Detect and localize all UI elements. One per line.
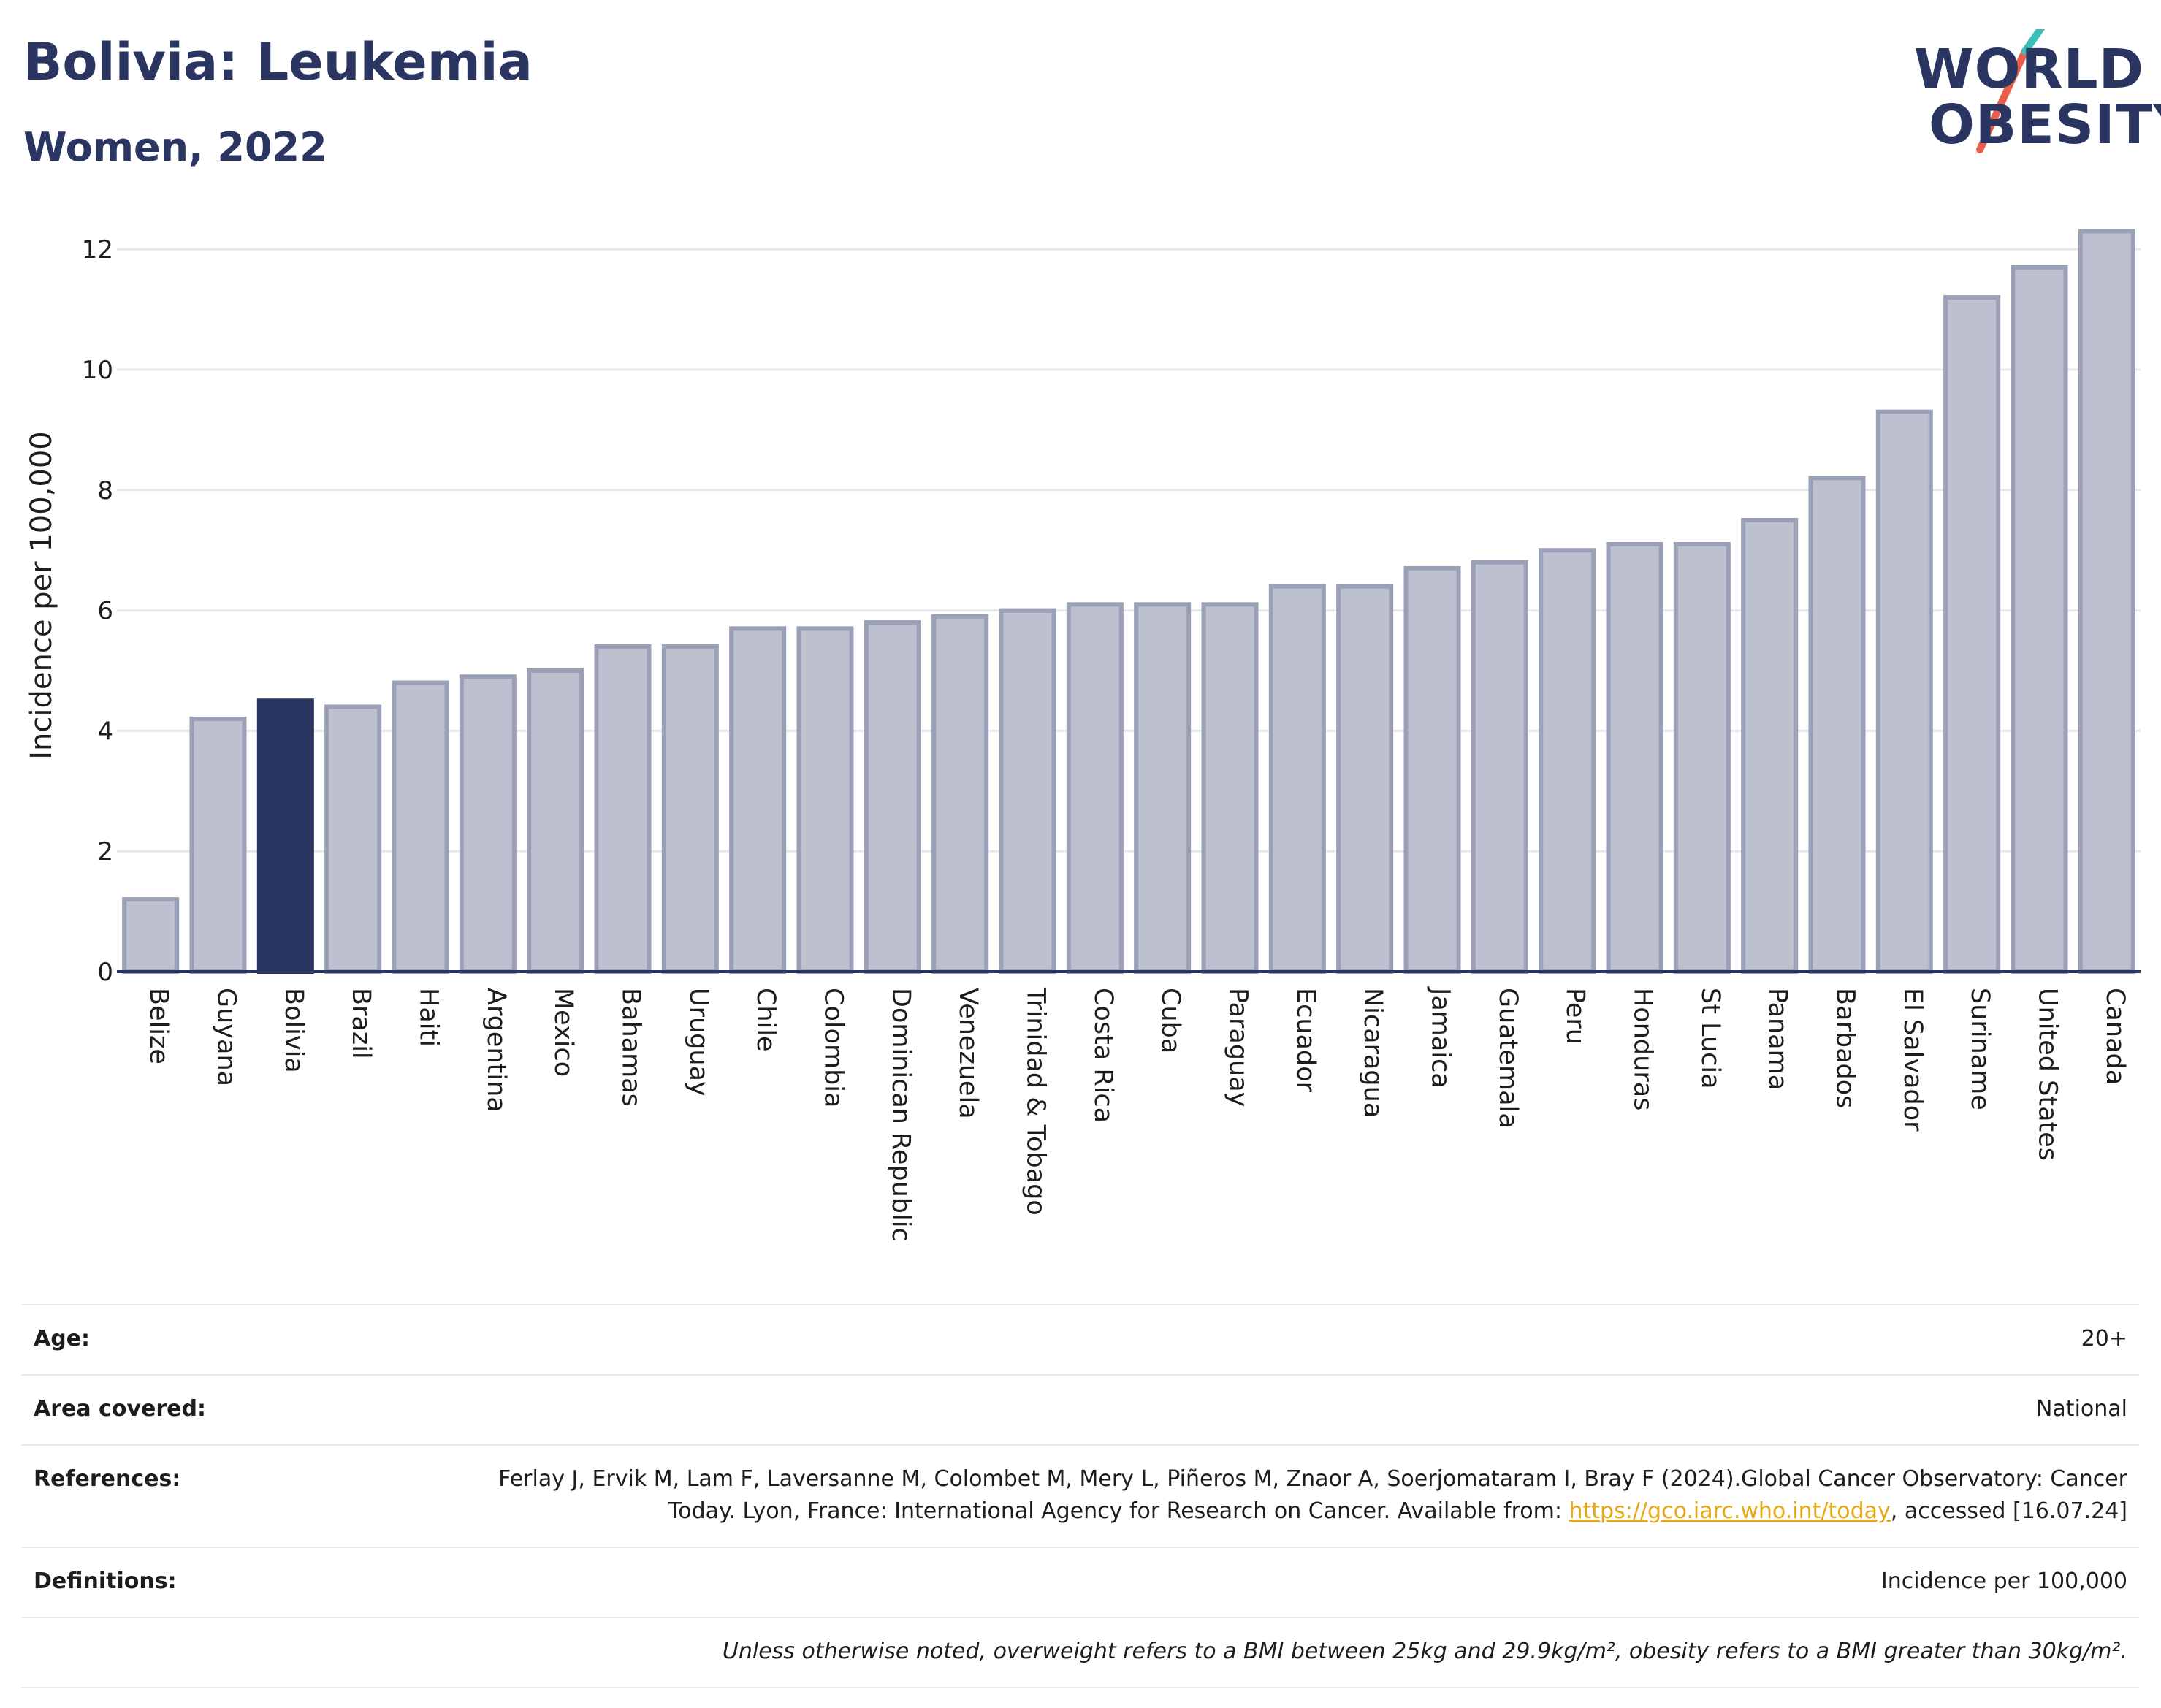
x-tick-label: Costa Rica: [1089, 988, 1118, 1123]
x-tick-label: Barbados: [1831, 988, 1860, 1108]
bar-colombia: [796, 626, 854, 974]
bar-mexico: [527, 668, 584, 974]
x-tick-label: Paraguay: [1224, 988, 1253, 1107]
bar-ecuador: [1268, 584, 1326, 974]
meta-row-age: Age: 20+: [22, 1304, 2139, 1374]
y-tick-label: 8: [97, 476, 113, 506]
bar-panama: [1741, 518, 1799, 974]
bar-cuba: [1134, 602, 1192, 974]
bar-peru: [1539, 548, 1596, 974]
x-tick-label: Guyana: [212, 988, 241, 1086]
bar-united-states: [2011, 264, 2068, 975]
bar-guatemala: [1471, 560, 1528, 974]
x-tick-label: Trinidad & Tobago: [1021, 987, 1051, 1216]
bar-nicaragua: [1336, 584, 1394, 974]
x-tick-label: Cuba: [1156, 988, 1185, 1053]
meta-area-value: National: [2035, 1396, 2127, 1422]
bar-guyana: [189, 716, 247, 974]
bar-bolivia: [256, 698, 314, 974]
x-tick-label: Nicaragua: [1358, 988, 1387, 1118]
meta-age-label: Age:: [34, 1326, 91, 1351]
meta-references-label: References:: [34, 1466, 181, 1492]
meta-row-definitions: Definitions: Incidence per 100,000: [22, 1547, 2139, 1617]
x-tick-label: Colombia: [819, 988, 848, 1107]
bar-brazil: [324, 704, 382, 974]
meta-definitions-label: Definitions:: [34, 1568, 177, 1594]
bar-costa-rica: [1066, 602, 1124, 974]
x-tick-label: Jamaica: [1426, 986, 1455, 1089]
meta-row-note: Unless otherwise noted, overweight refer…: [22, 1617, 2139, 1688]
bar-argentina: [459, 674, 517, 974]
bar-suriname: [1943, 295, 2001, 974]
y-tick-label: 6: [97, 597, 113, 626]
bar-trinidad-tobago: [999, 608, 1056, 974]
bar-honduras: [1606, 541, 1663, 974]
bar-paraguay: [1201, 602, 1259, 974]
x-tick-label: Brazil: [346, 988, 376, 1059]
x-tick-label: Suriname: [1965, 988, 1994, 1110]
x-tick-label: Belize: [144, 988, 173, 1064]
x-tick-label: United States: [2033, 988, 2062, 1161]
x-tick-label: Guatemala: [1493, 988, 1522, 1129]
bar-bahamas: [594, 644, 652, 974]
x-tick-label: Canada: [2100, 988, 2130, 1085]
x-tick-label: Chile: [751, 988, 780, 1052]
references-link[interactable]: https://gco.iarc.who.int/today: [1569, 1498, 1891, 1524]
bar-canada: [2078, 229, 2135, 975]
y-tick-label: 2: [97, 837, 113, 866]
x-tick-label: Honduras: [1628, 988, 1658, 1110]
meta-age-value: 20+: [2081, 1326, 2127, 1351]
x-tick-label: Peru: [1560, 988, 1590, 1045]
metadata-table: Age: 20+ Area covered: National Referenc…: [22, 1304, 2139, 1688]
bar-venezuela: [931, 614, 989, 975]
x-tick-label: Bolivia: [279, 988, 308, 1073]
x-tick-label: Panama: [1763, 988, 1792, 1090]
bar-chile: [729, 626, 787, 974]
bar-el-salvador: [1875, 409, 1933, 974]
x-tick-label: St Lucia: [1696, 988, 1725, 1089]
x-tick-label: Bahamas: [617, 988, 646, 1107]
meta-area-label: Area covered:: [34, 1396, 206, 1422]
bar-dominican-republic: [864, 620, 921, 975]
bar-belize: [122, 897, 180, 974]
chart-bars: [122, 229, 2135, 975]
x-tick-label: El Salvador: [1898, 988, 1927, 1132]
bar-chart: 0 2 4 6 8 10 12 Belize Guyana Bolivia Brazil Haiti…: [25, 229, 2141, 1242]
y-tick-label: 4: [97, 717, 113, 746]
meta-references-value: Ferlay J, Ervik M, Lam F, Laversanne M, …: [447, 1463, 2127, 1528]
y-axis-label: Incidence per 100,000: [25, 431, 58, 760]
meta-row-area: Area covered: National: [22, 1374, 2139, 1444]
y-tick-label: 12: [82, 235, 113, 264]
page-title: Bolivia: Leukemia: [23, 32, 533, 92]
meta-definitions-value: Incidence per 100,000: [1880, 1568, 2127, 1594]
logo-slash-icon: [1976, 29, 2046, 153]
x-tick-label: Venezuela: [953, 988, 983, 1119]
meta-row-references: References: Ferlay J, Ervik M, Lam F, La…: [22, 1444, 2139, 1547]
x-axis-labels: Belize Guyana Bolivia Brazil Haiti Argentina M…: [144, 986, 2130, 1242]
y-tick-label: 10: [82, 356, 113, 385]
y-axis-ticks: 0 2 4 6 8 10 12: [82, 235, 113, 987]
x-tick-label: Ecuador: [1291, 988, 1320, 1093]
x-tick-label: Mexico: [549, 988, 578, 1077]
chart-gridlines: [117, 248, 2141, 853]
logo-text-obesity: OBESITY: [1929, 94, 2161, 156]
world-obesity-logo: WORLD OBESITY: [1899, 29, 2161, 161]
x-tick-label: Haiti: [414, 988, 443, 1047]
bar-barbados: [1808, 476, 1866, 974]
references-text: Ferlay J, Ervik M, Lam F, Laversanne M, …: [498, 1466, 2127, 1524]
x-tick-label: Argentina: [481, 988, 511, 1113]
y-tick-label: 0: [97, 958, 113, 987]
meta-note: Unless otherwise noted, overweight refer…: [722, 1639, 2127, 1664]
x-tick-label: Dominican Republic: [886, 988, 915, 1242]
x-tick-label: Uruguay: [684, 988, 713, 1097]
bar-haiti: [392, 680, 449, 974]
logo-text-world: WORLD: [1914, 38, 2145, 101]
bar-uruguay: [661, 644, 719, 974]
page-subtitle: Women, 2022: [23, 124, 327, 170]
references-suffix: , accessed [16.07.24]: [1890, 1498, 2127, 1524]
bar-st-lucia: [1673, 541, 1731, 974]
bar-jamaica: [1403, 565, 1461, 974]
